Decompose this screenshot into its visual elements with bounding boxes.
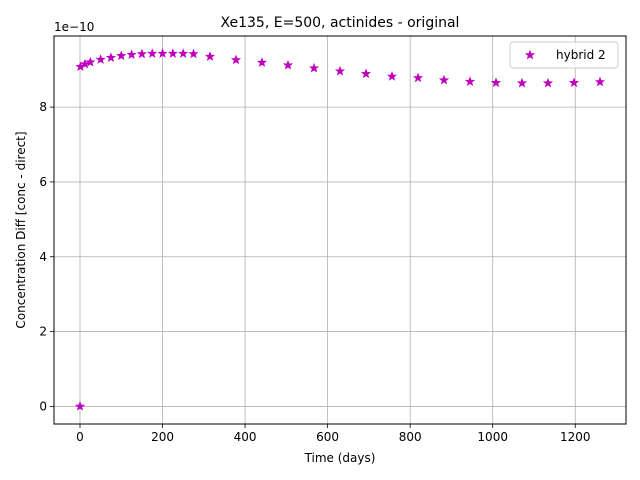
data-point bbox=[157, 48, 168, 58]
x-axis-ticks: 0 200 400 600 800 1000 1200 bbox=[76, 424, 591, 444]
data-point bbox=[74, 401, 86, 411]
y-tick-label: 8 bbox=[39, 100, 47, 114]
data-point bbox=[230, 54, 242, 65]
data-point bbox=[126, 49, 137, 60]
data-point bbox=[516, 77, 528, 88]
legend-box bbox=[509, 41, 619, 69]
x-axis-label: Time (days) bbox=[304, 451, 376, 465]
data-point bbox=[282, 59, 294, 70]
data-point bbox=[542, 77, 554, 88]
x-tick-label: 200 bbox=[151, 430, 174, 444]
x-tick-label: 0 bbox=[76, 430, 84, 444]
data-point bbox=[464, 76, 476, 86]
data-point bbox=[490, 77, 502, 88]
data-point bbox=[136, 48, 147, 59]
y-tick-label: 2 bbox=[39, 325, 47, 339]
data-point bbox=[204, 51, 216, 61]
x-tick-label: 1000 bbox=[477, 430, 508, 444]
data-point bbox=[256, 57, 268, 67]
legend: hybrid 2 bbox=[509, 41, 619, 69]
data-point bbox=[85, 56, 96, 67]
data-point bbox=[188, 48, 199, 59]
legend-star-icon bbox=[524, 49, 536, 60]
data-point bbox=[412, 72, 424, 83]
legend-label: hybrid 2 bbox=[556, 48, 606, 62]
data-points bbox=[74, 48, 606, 411]
legend-marker bbox=[524, 49, 536, 60]
x-tick-label: 400 bbox=[234, 430, 257, 444]
y-tick-label: 4 bbox=[39, 250, 47, 264]
x-tick-label: 1200 bbox=[560, 430, 591, 444]
data-point bbox=[334, 65, 346, 76]
data-point bbox=[147, 48, 158, 58]
plot-frame bbox=[53, 35, 627, 425]
grid bbox=[54, 36, 626, 424]
y-axis-ticks: 0 2 4 6 8 bbox=[39, 100, 54, 413]
data-point bbox=[105, 52, 117, 63]
x-tick-label: 600 bbox=[316, 430, 339, 444]
x-tick-label: 800 bbox=[399, 430, 422, 444]
data-point bbox=[178, 48, 189, 58]
data-point bbox=[95, 54, 106, 64]
data-point bbox=[386, 71, 398, 81]
y-tick-label: 6 bbox=[39, 175, 47, 189]
chart-title: Xe135, E=500, actinides - original bbox=[221, 15, 460, 31]
y-axis-label: Concentration Diff [conc - direct] bbox=[14, 131, 28, 328]
data-point bbox=[116, 50, 127, 61]
data-point bbox=[360, 68, 372, 79]
data-point bbox=[308, 62, 320, 73]
data-point bbox=[594, 76, 606, 87]
y-tick-label: 0 bbox=[39, 399, 47, 413]
data-point bbox=[438, 74, 450, 85]
data-point bbox=[167, 48, 178, 58]
data-point bbox=[568, 77, 580, 88]
y-axis-scale-offset: 1e−10 bbox=[54, 20, 94, 34]
